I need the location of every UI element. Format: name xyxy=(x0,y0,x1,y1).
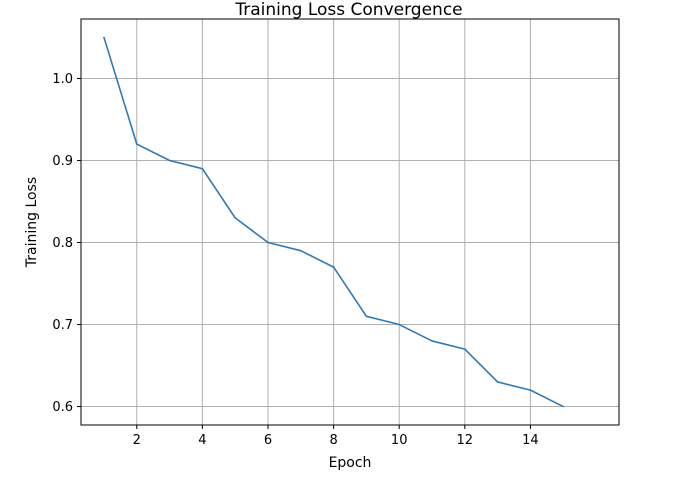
x-tick-label: 8 xyxy=(329,433,337,448)
data-point xyxy=(365,315,368,318)
y-tick-label: 0.6 xyxy=(52,400,73,415)
y-tick-label: 0.8 xyxy=(52,236,73,251)
data-point xyxy=(496,381,499,383)
y-axis-ticks: 0.6 0.7 0.8 0.9 1.0 xyxy=(52,72,81,415)
y-tick-label: 1.0 xyxy=(52,72,73,87)
plot-frame xyxy=(80,18,620,426)
data-point xyxy=(201,167,204,170)
y-axis-label: Training Loss xyxy=(24,177,40,268)
data-point xyxy=(398,323,401,326)
data-point xyxy=(168,159,171,162)
data-point xyxy=(135,143,138,145)
data-point xyxy=(431,340,433,342)
data-point xyxy=(299,249,302,252)
x-tick-label: 2 xyxy=(133,433,141,448)
chart-title: Training Loss Convergence xyxy=(234,0,462,20)
x-axis-label: Epoch xyxy=(329,455,372,471)
y-tick-label: 0.7 xyxy=(52,318,73,333)
x-tick-label: 14 xyxy=(522,433,539,448)
data-point xyxy=(332,266,335,268)
data-point xyxy=(267,241,269,244)
data-point xyxy=(103,36,105,39)
data-point xyxy=(529,389,532,391)
data-point xyxy=(562,405,565,408)
grid xyxy=(81,19,619,425)
data-point xyxy=(234,217,236,219)
x-tick-label: 4 xyxy=(198,433,206,448)
x-tick-label: 10 xyxy=(391,433,408,448)
x-axis-ticks: 2 4 6 8 10 12 14 xyxy=(133,425,539,448)
series-layer xyxy=(103,36,565,408)
x-tick-label: 12 xyxy=(457,433,474,448)
y-tick-label: 0.9 xyxy=(52,154,73,169)
x-tick-label: 6 xyxy=(264,433,272,448)
data-point xyxy=(464,348,466,350)
